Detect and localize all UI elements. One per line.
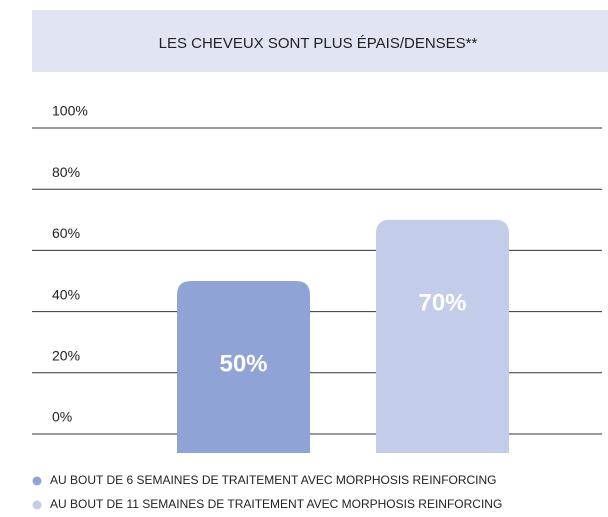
title-box	[32, 10, 608, 72]
y-tick-label: 100%	[52, 103, 88, 119]
y-tick-label: 0%	[52, 409, 72, 425]
bar	[177, 281, 310, 453]
legend-marker	[32, 500, 42, 510]
legend-label: AU BOUT DE 6 SEMAINES DE TRAITEMENT AVEC…	[50, 473, 497, 487]
y-tick-label: 20%	[52, 348, 80, 364]
legend-marker	[32, 476, 42, 486]
y-tick-label: 80%	[52, 164, 80, 180]
data-label: 50%	[219, 350, 267, 377]
data-label: 70%	[418, 290, 466, 317]
y-tick-label: 40%	[52, 286, 80, 302]
y-tick-label: 60%	[52, 225, 80, 241]
bar	[376, 219, 509, 453]
legend-label: AU BOUT DE 11 SEMAINES DE TRAITEMENT AVE…	[50, 497, 502, 511]
chart-title: LES CHEVEUX SONT PLUS ÉPAIS/DENSES**	[159, 35, 478, 52]
